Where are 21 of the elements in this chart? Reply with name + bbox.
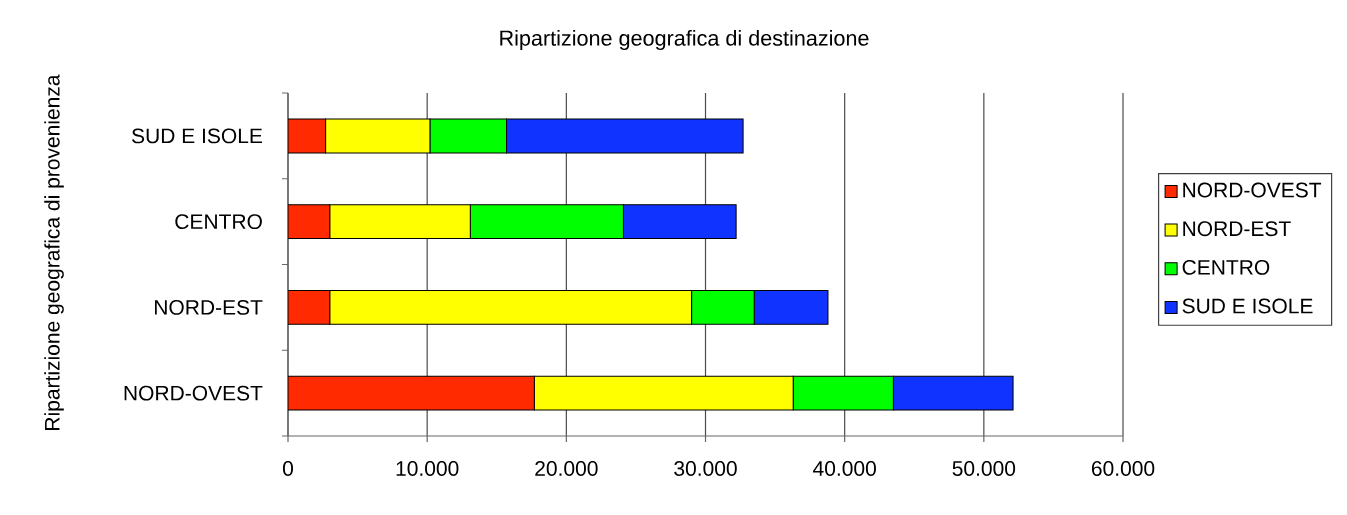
bar (288, 289, 331, 325)
x-tick-label: 20.000 (535, 461, 598, 476)
x-tick-label: 60.000 (1091, 461, 1155, 476)
legend-label: NORD-OVEST (1183, 182, 1322, 198)
y-axis-title: Ripartizione geografica di provenienza (44, 74, 64, 430)
bar (288, 118, 327, 154)
y-tick-label: CENTRO (175, 214, 262, 230)
y-tick-label: NORD-EST (155, 299, 263, 315)
legend-label: SUD E ISOLE (1182, 298, 1313, 314)
x-tick-label: 30.000 (674, 461, 737, 476)
chart-title: Ripartizione geografica di destinazione (500, 29, 869, 51)
legend-label: CENTRO (1182, 259, 1270, 275)
x-tick-label: 0 (282, 461, 294, 476)
bar (288, 375, 535, 411)
x-tick-label: 10.000 (396, 461, 459, 476)
y-tick-label: NORD-OVEST (124, 385, 263, 401)
legend-label: NORD-EST (1183, 221, 1291, 237)
y-tick-label: SUD E ISOLE (132, 128, 262, 144)
x-tick-label: 40.000 (813, 461, 876, 476)
x-tick-label: 50.000 (952, 461, 1016, 476)
bar (288, 204, 331, 240)
